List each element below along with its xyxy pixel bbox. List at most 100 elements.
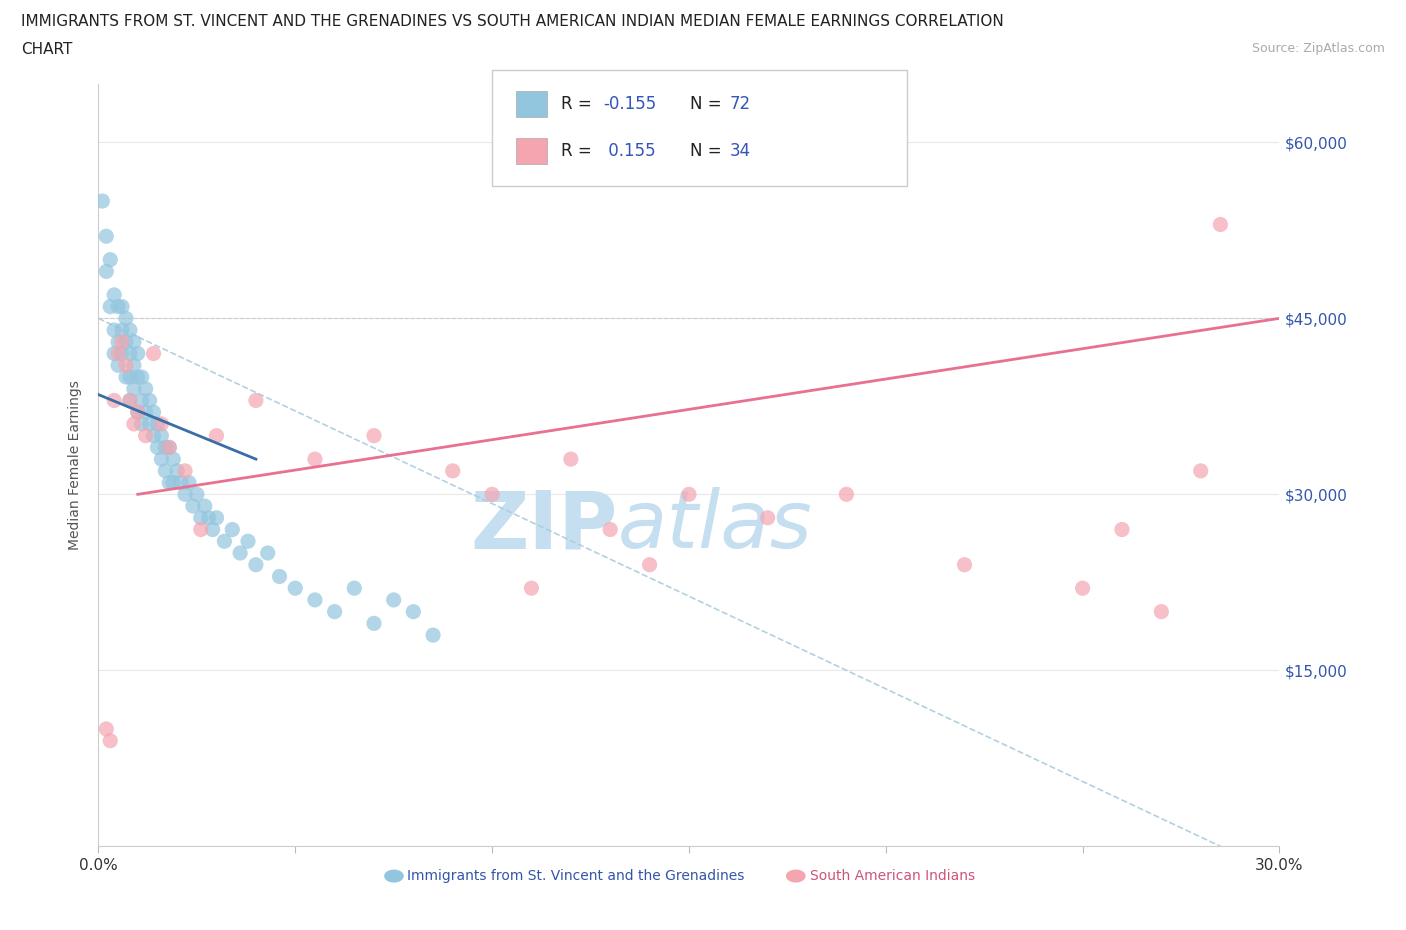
Point [382,592,405,607]
Point [197,511,219,525]
Point [155,463,177,478]
Point [111,346,134,361]
Text: South American Indians: South American Indians [810,869,974,883]
Point [155,440,177,455]
Point [131,369,153,384]
Point [127,405,149,419]
Point [118,346,141,361]
Point [221,522,243,537]
Point [103,346,125,361]
Point [953,557,976,572]
Point [245,393,267,408]
Point [157,440,180,455]
Point [103,287,125,302]
Point [115,335,138,350]
Point [118,393,141,408]
Point [107,346,129,361]
Point [402,604,425,619]
Point [111,323,134,338]
Text: CHART: CHART [21,42,73,57]
Point [131,417,153,432]
Text: ZIP: ZIP [471,487,619,565]
Point [1111,522,1133,537]
Point [122,358,145,373]
Point [98,733,121,748]
Point [284,580,307,595]
Point [363,428,385,443]
Text: R =: R = [561,142,598,160]
Point [304,592,326,607]
Text: R =: R = [561,96,598,113]
Point [638,557,661,572]
Point [146,440,169,455]
Text: Source: ZipAtlas.com: Source: ZipAtlas.com [1251,42,1385,55]
Point [115,311,138,325]
Point [678,487,700,502]
Text: 72: 72 [730,96,751,113]
Point [118,393,141,408]
Point [422,628,444,643]
Point [481,487,503,502]
Point [162,475,184,490]
Point [162,452,184,467]
Point [111,299,134,314]
Point [190,511,212,525]
Point [150,417,173,432]
Point [146,417,169,432]
Point [174,487,197,502]
Point [150,452,173,467]
Point [135,428,157,443]
Point [177,475,200,490]
Point [96,722,118,737]
Point [1071,580,1094,595]
Point [363,616,385,631]
Point [122,381,145,396]
Point [111,335,134,350]
Point [181,498,204,513]
Point [269,569,291,584]
Point [138,417,160,432]
Point [166,463,188,478]
Point [1209,217,1232,232]
Text: -0.155: -0.155 [603,96,657,113]
Point [142,346,165,361]
Point [560,452,582,467]
Point [304,452,326,467]
Point [122,417,145,432]
Text: N =: N = [690,142,727,160]
Point [245,557,267,572]
Point [256,546,278,561]
Text: 34: 34 [730,142,751,160]
Point [441,463,464,478]
Point [323,604,346,619]
Point [835,487,858,502]
Point [138,393,160,408]
Point [157,475,180,490]
Point [1189,463,1212,478]
Point [142,405,165,419]
Point [122,335,145,350]
Text: N =: N = [690,96,727,113]
Point [115,369,138,384]
Point [214,534,236,549]
Point [599,522,621,537]
Point [1150,604,1173,619]
Point [150,428,173,443]
Point [115,358,138,373]
Point [96,229,118,244]
Point [194,498,217,513]
Point [127,346,149,361]
Point [103,323,125,338]
Point [205,428,228,443]
Point [135,405,157,419]
Point [91,193,114,208]
Point [142,428,165,443]
Point [520,580,543,595]
Point [127,405,149,419]
Point [170,475,193,490]
Text: Immigrants from St. Vincent and the Grenadines: Immigrants from St. Vincent and the Gren… [406,869,744,883]
Point [98,299,121,314]
Point [205,511,228,525]
Point [157,440,180,455]
Point [127,369,149,384]
